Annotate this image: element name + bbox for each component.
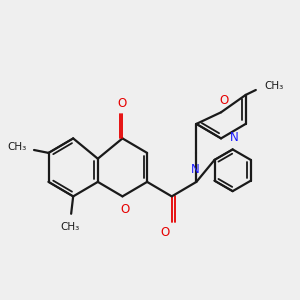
Text: N: N	[230, 131, 239, 144]
Text: CH₃: CH₃	[264, 81, 283, 91]
Text: CH₃: CH₃	[60, 222, 79, 232]
Text: O: O	[219, 94, 229, 107]
Text: O: O	[161, 226, 170, 239]
Text: O: O	[121, 203, 130, 216]
Text: N: N	[190, 163, 199, 176]
Text: CH₃: CH₃	[7, 142, 26, 152]
Text: O: O	[118, 97, 127, 110]
